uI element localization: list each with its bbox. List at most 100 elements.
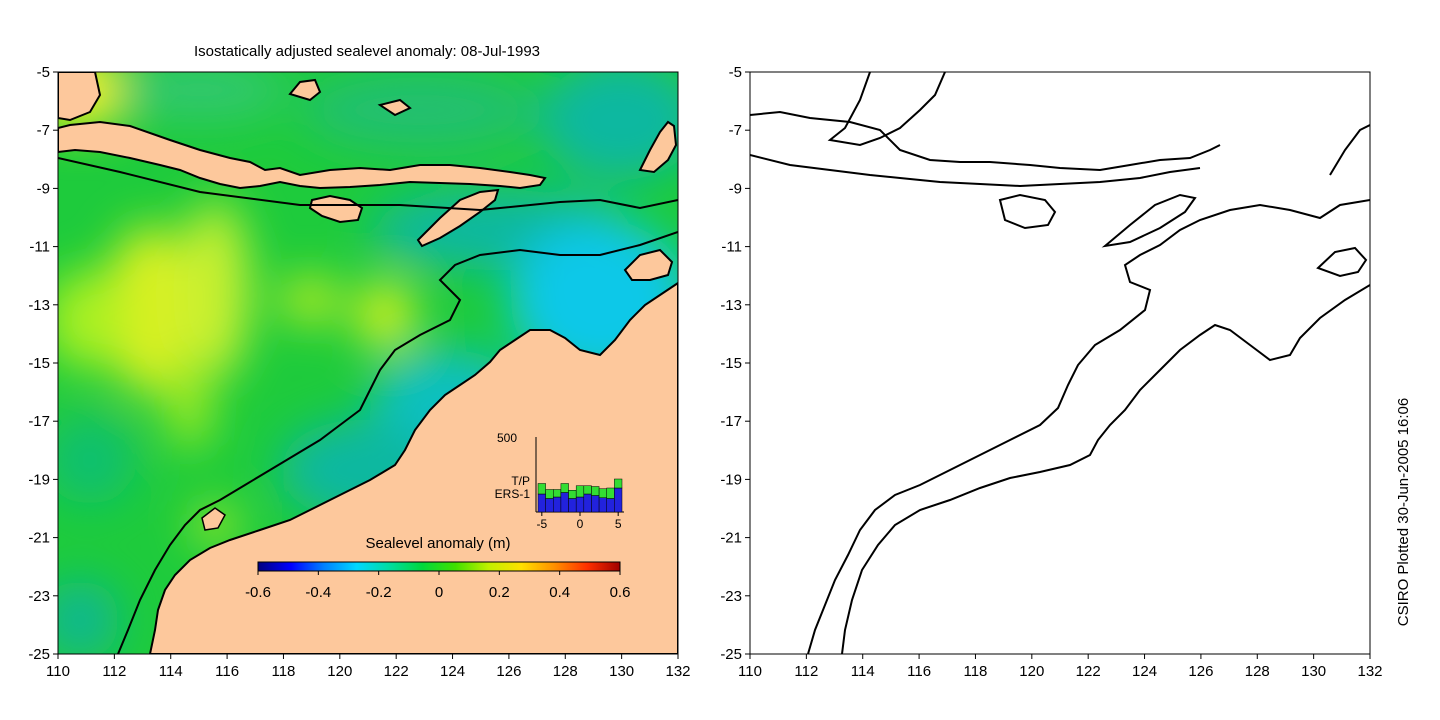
colorbar-tick-label: 0.6: [610, 584, 631, 601]
left-y-tick-label: -9: [37, 180, 50, 197]
timor-island: [416, 188, 500, 248]
shelf-contour-west: [117, 231, 678, 654]
tp-bar: [583, 485, 592, 495]
sumatra-tip: [58, 72, 102, 122]
left-y-tick-label: -19: [28, 471, 50, 488]
right-x-tick-label: 120: [1019, 663, 1044, 680]
inset-ymax-label: 500: [497, 431, 517, 445]
right-x-axis: 110 112 114 116 118 120 122 124 126 128 130 132: [738, 654, 1383, 680]
left-y-tick-label: -5: [37, 64, 50, 81]
bathymetry-contour-map: [749, 71, 1371, 655]
left-x-tick-label: 118: [271, 663, 295, 680]
coastal-island: [201, 507, 226, 531]
ers1-bar: [606, 498, 615, 513]
left-y-tick-label: -23: [28, 588, 50, 605]
left-y-axis: -5 -7 -9 -11 -13 -15 -17 -19 -21 -23 -25: [28, 64, 58, 663]
inset-x-tick-label: 5: [615, 517, 622, 531]
left-x-tick-label: 114: [159, 663, 183, 680]
ers1-bar: [575, 496, 585, 513]
right-y-tick-label: -9: [729, 180, 742, 197]
coburg-outline: [1316, 246, 1368, 278]
ers1-bar: [591, 495, 600, 513]
tp-bar: [568, 490, 577, 499]
tp-bar: [598, 488, 607, 498]
right-x-tick-label: 116: [907, 663, 931, 680]
left-x-tick-label: 124: [440, 663, 465, 680]
right-x-tick-label: 126: [1188, 663, 1213, 680]
right-x-tick-label: 132: [1357, 663, 1382, 680]
ers1-bar: [560, 492, 569, 513]
ne-island-outline: [1329, 124, 1370, 176]
left-x-tick-label: 112: [102, 663, 126, 680]
right-x-tick-label: 110: [738, 663, 762, 680]
colorbar-tick-label: -0.6: [245, 584, 271, 601]
java-south-outline: [750, 154, 1201, 188]
left-y-tick-label: -17: [28, 413, 50, 430]
sumba-outline: [998, 193, 1057, 230]
left-x-tick-label: 132: [665, 663, 690, 680]
left-x-tick-label: 130: [609, 663, 634, 680]
left-x-tick-label: 116: [215, 663, 239, 680]
left-y-tick-label: -25: [28, 646, 50, 663]
right-y-tick-label: -7: [729, 122, 742, 139]
right-y-tick-label: -21: [720, 530, 742, 547]
colorbar-ticks: -0.6 -0.4 -0.2 0 0.2 0.4 0.6: [245, 571, 630, 601]
inset-x-ticks: -5 0 5: [536, 512, 622, 531]
inset-x-tick-label: 0: [577, 517, 584, 531]
right-x-tick-label: 124: [1132, 663, 1157, 680]
colorbar-scale: [257, 561, 621, 572]
colorbar-label: Sealevel anomaly (m): [365, 535, 510, 552]
inset-x-tick-label: -5: [536, 517, 547, 531]
legend-ers1: ERS-1: [495, 487, 531, 501]
left-y-tick-label: -15: [28, 355, 50, 372]
java-coast-outline: [750, 110, 1221, 172]
right-y-tick-label: -23: [720, 588, 742, 605]
right-y-tick-label: -13: [720, 297, 742, 314]
colorbar-tick-label: -0.4: [305, 584, 331, 601]
tp-bar: [537, 483, 546, 495]
tp-bar: [553, 489, 562, 498]
right-x-tick-label: 112: [794, 663, 818, 680]
coast-outline-australia: [841, 284, 1370, 654]
tp-bar: [545, 489, 554, 499]
plot-credit: CSIRO Plotted 30-Jun-2005 16:06: [1395, 398, 1412, 626]
island-outline-north: [827, 72, 946, 147]
right-x-tick-label: 118: [963, 663, 987, 680]
colorbar-tick-label: -0.2: [366, 584, 392, 601]
tp-bar: [614, 478, 623, 489]
left-x-tick-label: 110: [46, 663, 70, 680]
ers1-bar: [568, 498, 577, 513]
ers1-bar: [583, 493, 592, 513]
left-y-tick-label: -11: [29, 239, 50, 256]
legend-tp: T/P: [511, 474, 530, 488]
northeast-island: [638, 120, 678, 174]
shelf-outline-west: [807, 199, 1370, 654]
right-x-tick-label: 130: [1301, 663, 1326, 680]
inset-bars: [537, 478, 623, 513]
tp-bar: [560, 483, 569, 493]
colorbar-tick-label: 0.4: [549, 584, 570, 601]
tp-bar: [575, 485, 585, 498]
right-y-tick-label: -15: [720, 355, 742, 372]
left-x-tick-label: 126: [496, 663, 521, 680]
right-x-tick-label: 114: [851, 663, 875, 680]
left-x-tick-label: 122: [384, 663, 409, 680]
sumba-island: [308, 194, 364, 224]
australia-landmass: [148, 281, 678, 654]
tp-bar: [591, 486, 600, 496]
small-island: [377, 98, 412, 117]
colorbar-tick-label: 0.2: [489, 584, 510, 601]
right-y-axis: -5 -7 -9 -11 -13 -15 -17 -19 -21 -23 -25: [720, 64, 750, 663]
coburg-peninsula: [623, 248, 674, 281]
ers1-bar: [537, 493, 546, 513]
left-x-tick-label: 120: [327, 663, 352, 680]
right-x-tick-label: 128: [1245, 663, 1270, 680]
right-y-tick-label: -25: [720, 646, 742, 663]
map-title: Isostatically adjusted sealevel anomaly:…: [194, 43, 540, 60]
coverage-inset: 500 T/P ERS-1 -5 0 5: [495, 431, 624, 531]
right-y-tick-label: -11: [721, 239, 742, 256]
sulawesi-south: [288, 78, 322, 102]
left-y-tick-label: -7: [37, 122, 50, 139]
ers1-bar: [545, 498, 554, 513]
